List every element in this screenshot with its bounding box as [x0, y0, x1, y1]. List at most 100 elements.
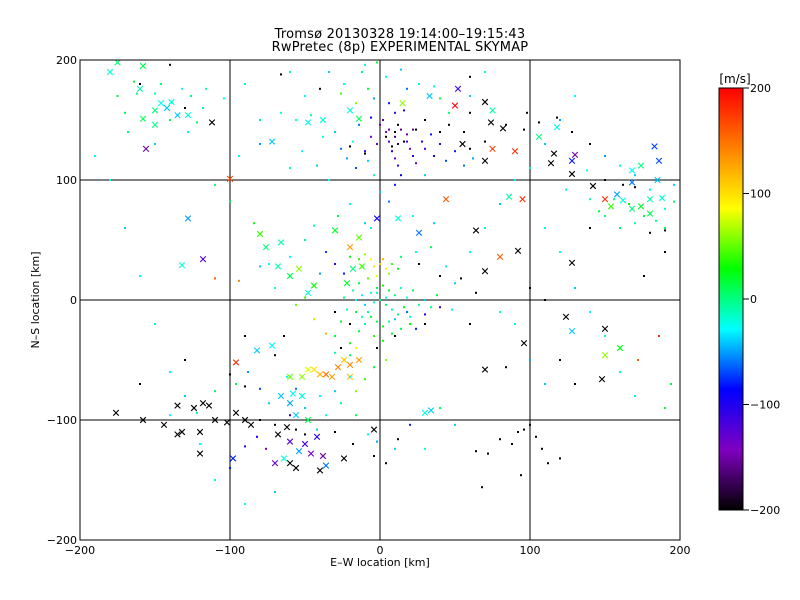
scatter-point-dot [385, 359, 387, 361]
scatter-point-dot [382, 258, 384, 261]
scatter-point-dot [364, 378, 366, 381]
scatter-point-x [607, 203, 615, 210]
scatter-point-dot [520, 474, 522, 477]
scatter-point-dot [385, 131, 387, 133]
scatter-point-dot [523, 128, 525, 131]
scatter-point-dot [205, 87, 207, 90]
scatter-point-dot [373, 335, 375, 337]
scatter-point-dot [445, 265, 447, 268]
scatter-point-dot [349, 255, 351, 258]
x-tick-label: 100 [520, 544, 541, 557]
scatter-point-dot [664, 407, 666, 409]
scatter-point-dot [469, 251, 471, 253]
scatter-point-dot [454, 282, 456, 285]
scatter-point-dot [436, 294, 438, 297]
scatter-point-x [655, 157, 663, 164]
scatter-point-dot [400, 255, 402, 258]
scatter-point-x [394, 215, 402, 222]
scatter-point-dot [523, 428, 525, 431]
scatter-point-x [304, 289, 312, 296]
scatter-point-dot [412, 215, 414, 217]
scatter-point-dot [424, 299, 426, 301]
scatter-point-dot [154, 323, 156, 325]
scatter-point-dot [403, 109, 405, 112]
colorbar-tick-label: −100 [750, 399, 780, 412]
scatter-point-dot [310, 114, 312, 117]
scatter-point-dot [328, 71, 330, 73]
scatter-point-x [331, 227, 339, 234]
scatter-point-x [601, 325, 609, 332]
scatter-point-dot [268, 263, 270, 265]
scatter-point-dot [460, 277, 462, 280]
scatter-point-x [229, 455, 237, 462]
scatter-point-x [637, 203, 645, 210]
scatter-point-x [481, 268, 489, 275]
scatter-point-x [174, 431, 181, 438]
scatter-point-dot [319, 395, 321, 397]
scatter-point-dot [373, 301, 375, 304]
scatter-point-x [601, 196, 609, 203]
scatter-point-dot [622, 183, 624, 186]
scatter-point-dot [184, 395, 186, 397]
scatter-point-dot [469, 147, 471, 150]
scatter-point-dot [334, 131, 336, 133]
scatter-point-x [358, 263, 366, 270]
scatter-point-dot [589, 227, 591, 229]
scatter-point-dot [295, 119, 297, 121]
scatter-point-dot [325, 251, 327, 253]
scatter-point-x [298, 392, 306, 400]
scatter-point-dot [355, 299, 357, 301]
scatter-point-dot [424, 313, 426, 316]
scatter-point-dot [535, 435, 537, 438]
scatter-point-x [174, 112, 181, 119]
scatter-point-dot [574, 95, 576, 97]
colorbar: [m/s] 200 100 0 −100 −200 [718, 72, 780, 517]
scatter-point-x [286, 373, 294, 380]
scatter-point-x [489, 145, 496, 152]
scatter-point-x [628, 167, 636, 174]
scatter-point-dot [244, 385, 246, 388]
scatter-point-dot [634, 174, 636, 177]
scatter-point-dot [544, 383, 546, 385]
scatter-point-dot [391, 263, 393, 265]
scatter-point-x [232, 359, 240, 366]
scatter-point-dot [244, 503, 246, 505]
scatter-point-dot [475, 450, 477, 453]
scatter-point-dot [394, 157, 396, 160]
scatter-point-dot [439, 143, 441, 145]
scatter-point-x [547, 160, 555, 167]
scatter-point-x [349, 265, 357, 272]
scatter-point-dot [448, 123, 450, 126]
scatter-point-dot [238, 279, 240, 282]
scatter-point-dot [424, 174, 426, 177]
scatter-point-x [274, 263, 282, 270]
scatter-point-dot [343, 272, 345, 275]
x-axis-label: E–W location [km] [330, 556, 430, 569]
scatter-point-dot [280, 111, 282, 114]
scatter-point-dot [403, 306, 405, 309]
scatter-point-dot [463, 164, 465, 167]
scatter-point-x [322, 462, 330, 469]
scatter-point-x [295, 265, 303, 272]
scatter-point-x [550, 150, 558, 157]
scatter-point-x [208, 119, 216, 126]
scatter-point-x [268, 342, 276, 349]
scatter-point-x [442, 196, 450, 203]
scatter-point-dot [247, 371, 249, 373]
scatter-points [94, 60, 675, 505]
scatter-point-dot [382, 284, 384, 287]
scatter-point-x [304, 416, 312, 424]
scatter-point-x [637, 162, 645, 169]
scatter-point-dot [604, 335, 606, 337]
scatter-point-dot [499, 203, 501, 205]
scatter-point-dot [385, 296, 387, 299]
scatter-point-dot [361, 71, 363, 73]
x-tick-label: −100 [215, 544, 245, 557]
scatter-point-dot [664, 227, 666, 229]
scatter-point-x [286, 438, 294, 445]
scatter-point-dot [604, 215, 606, 217]
colorbar-ticks: 200 100 0 −100 −200 [743, 82, 780, 517]
scatter-point-x [136, 85, 144, 92]
scatter-point-dot [499, 311, 501, 313]
scatter-point-x [472, 227, 480, 234]
